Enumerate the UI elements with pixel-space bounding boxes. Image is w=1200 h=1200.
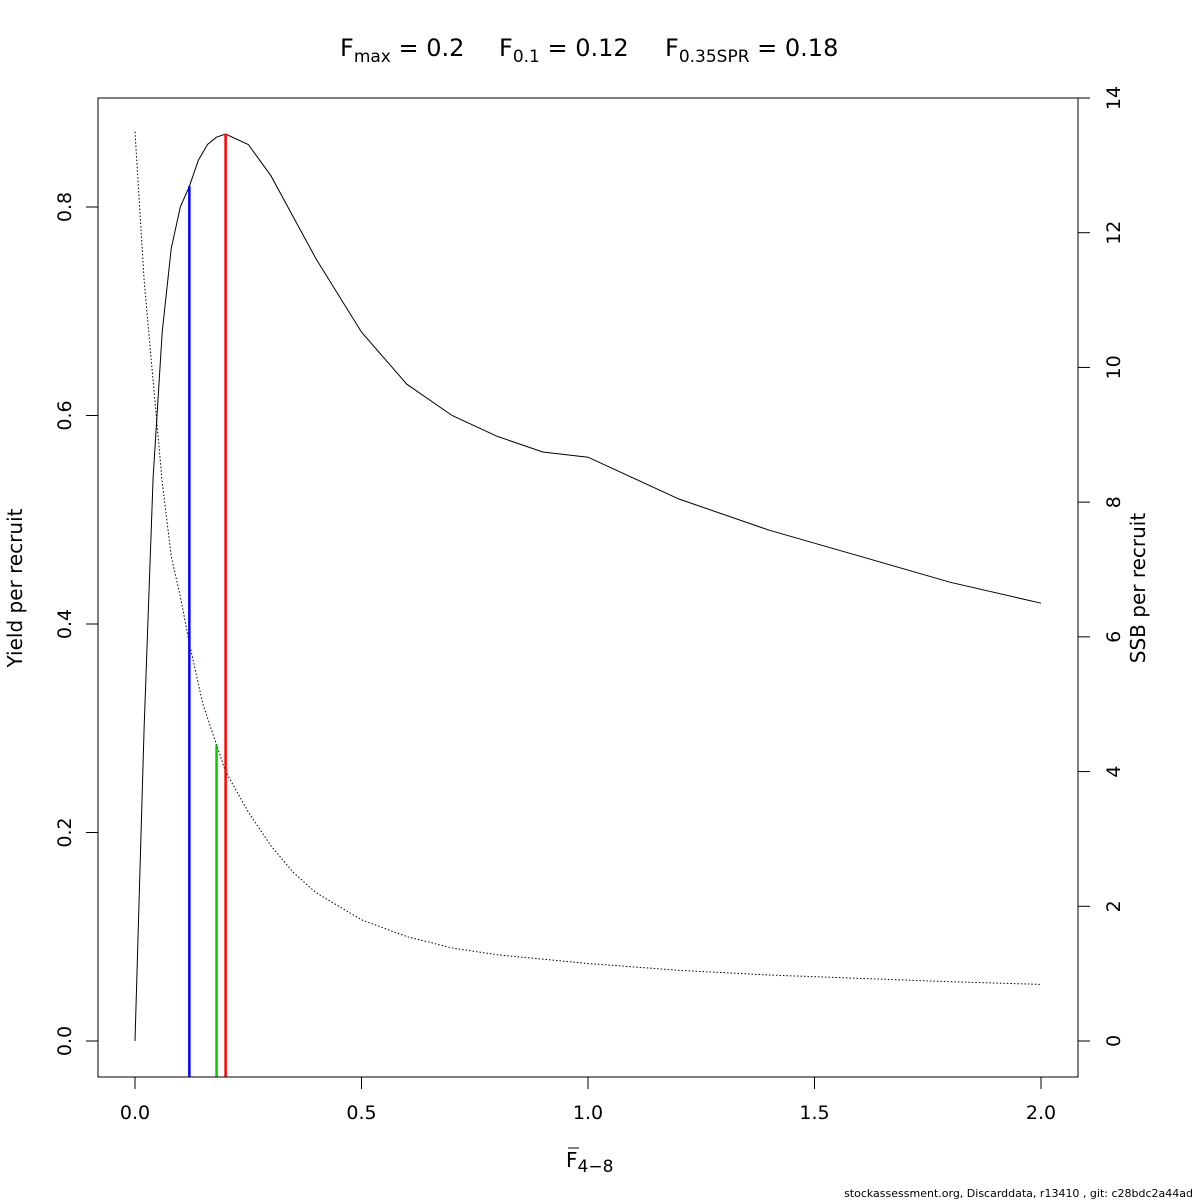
x-tick-label: 1.5 xyxy=(799,1102,829,1124)
footer-note: stockassessment.org, Discarddata, r13410… xyxy=(844,1187,1193,1200)
x-label-main: F xyxy=(566,1148,578,1172)
y-axis-right-label: SSB per recruit xyxy=(1126,513,1150,664)
y-right-tick-label: 14 xyxy=(1103,86,1125,110)
y-right-tick-label: 6 xyxy=(1103,631,1125,643)
x-axis: 0.0 0.5 1.0 1.5 2.0 xyxy=(120,1076,1056,1124)
y-right-tick-label: 12 xyxy=(1103,221,1125,245)
reference-lines xyxy=(188,134,227,1077)
x-tick-label: 0.0 xyxy=(120,1102,150,1124)
x-label-sub: 4−8 xyxy=(578,1157,614,1177)
y-right-tick-label: 0 xyxy=(1103,1035,1125,1047)
plot-frame xyxy=(97,97,1079,1078)
y-left-tick-label: 0.0 xyxy=(54,1026,76,1056)
y-axis-left-label: Yield per recruit xyxy=(3,508,27,668)
y-axis-left: 0.0 0.2 0.4 0.6 0.8 xyxy=(54,192,99,1056)
y-left-tick-label: 0.4 xyxy=(54,609,76,639)
yield-per-recruit-curve xyxy=(134,133,1042,1042)
title-fmax: Fmax = 0.2 xyxy=(340,34,464,67)
svg-text:F4−8: F4−8 xyxy=(566,1148,613,1177)
y-left-tick-label: 0.6 xyxy=(54,400,76,430)
y-left-tick-label: 0.2 xyxy=(54,817,76,847)
x-tick-label: 0.5 xyxy=(346,1102,376,1124)
x-tick-label: 2.0 xyxy=(1026,1102,1056,1124)
title-f01: F0.1 = 0.12 xyxy=(499,34,629,67)
y-axis-right: 0 2 4 6 8 10 12 14 xyxy=(1077,86,1125,1047)
x-tick-label: 1.0 xyxy=(573,1102,603,1124)
y-right-tick-label: 10 xyxy=(1103,355,1125,379)
chart-title: Fmax = 0.2 F0.1 = 0.12 F0.35SPR = 0.18 xyxy=(340,34,838,67)
y-right-tick-label: 8 xyxy=(1103,496,1125,508)
ssb-per-recruit-curve xyxy=(134,131,1042,985)
title-f035spr: F0.35SPR = 0.18 xyxy=(665,34,838,67)
x-axis-label: F4−8 xyxy=(566,1147,613,1177)
y-right-tick-label: 2 xyxy=(1103,900,1125,912)
y-left-tick-label: 0.8 xyxy=(54,192,76,222)
y-right-tick-label: 4 xyxy=(1103,766,1125,778)
series-layer xyxy=(134,131,1042,1042)
